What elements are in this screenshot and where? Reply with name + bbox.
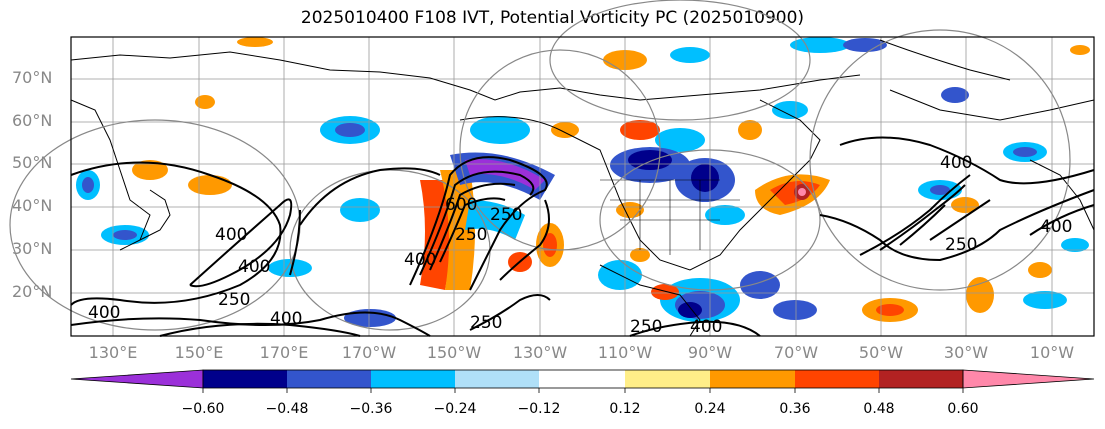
colorbar-tick-label: 0.60 — [947, 401, 979, 417]
colorbar-segment — [203, 370, 287, 388]
latitude-label: 30°N — [12, 239, 53, 258]
longitude-label: 130°E — [88, 343, 138, 362]
colorbar-segment — [795, 370, 879, 388]
contour-label: 400 — [940, 153, 972, 173]
longitude-label: 10°W — [1029, 343, 1075, 362]
contour-label: 250 — [945, 235, 977, 255]
colorbar-tick-label: −0.48 — [265, 401, 309, 417]
longitude-label: 70°W — [773, 343, 819, 362]
contour-label: 250 — [470, 313, 502, 333]
coastlines — [70, 39, 1095, 337]
longitude-label: 50°W — [858, 343, 904, 362]
contour-label: 250 — [455, 225, 487, 245]
colorbar-segment — [625, 370, 710, 388]
contour-labels: 400 400 250 400 400 250 600 250 400 250 … — [88, 153, 1072, 337]
latitude-label: 70°N — [12, 68, 53, 87]
longitude-label: 30°W — [943, 343, 989, 362]
political-borders — [600, 179, 740, 255]
contour-label: 400 — [690, 317, 722, 337]
colorbar-high-extend — [962, 369, 1095, 389]
contour-label: 600 — [445, 195, 477, 215]
map-area: 400 400 250 400 400 250 600 250 400 250 … — [9, 0, 1095, 337]
colorbar-segment — [710, 370, 795, 388]
colorbar-segment — [539, 370, 625, 388]
colorbar — [70, 369, 1095, 393]
colorbar-tick-label: −0.36 — [349, 401, 393, 417]
longitude-label: 130°W — [512, 343, 568, 362]
latitude-label: 20°N — [12, 282, 53, 301]
graticule — [71, 37, 1094, 336]
colorbar-tick-label: 0.24 — [694, 401, 726, 417]
colorbar-segment — [371, 370, 455, 388]
longitude-label: 150°W — [426, 343, 482, 362]
longitude-label: 90°W — [687, 343, 733, 362]
contour-label: 400 — [88, 303, 120, 323]
latitude-label: 60°N — [12, 111, 53, 130]
ivt-contours — [70, 136, 1095, 337]
longitude-label: 110°W — [597, 343, 653, 362]
colorbar-tick-label: −0.60 — [181, 401, 225, 417]
contour-label: 400 — [238, 257, 270, 277]
contour-label: 250 — [490, 205, 522, 225]
longitude-label: 170°W — [341, 343, 397, 362]
colorbar-tick-label: 0.12 — [609, 401, 641, 417]
longitude-label: 170°E — [259, 343, 309, 362]
contour-label: 250 — [218, 290, 250, 310]
colorbar-segment — [879, 370, 963, 388]
colorbar-tick-label: 0.48 — [863, 401, 895, 417]
contour-label: 400 — [215, 225, 247, 245]
map-title: 2025010400 F108 IVT, Potential Vorticity… — [300, 8, 805, 28]
latitude-label: 50°N — [12, 153, 53, 172]
colorbar-low-extend — [70, 369, 204, 389]
contour-label: 400 — [270, 309, 302, 329]
longitude-label: 150°E — [174, 343, 224, 362]
contour-label: 400 — [404, 250, 436, 270]
colorbar-tick-label: 0.36 — [779, 401, 811, 417]
colorbar-segment — [455, 370, 539, 388]
contour-label: 400 — [1040, 217, 1072, 237]
colorbar-tick-label: −0.12 — [517, 401, 561, 417]
contour-label: 250 — [630, 317, 662, 337]
latitude-label: 40°N — [12, 196, 53, 215]
colorbar-tick-label: −0.24 — [433, 401, 477, 417]
colorbar-segment — [287, 370, 371, 388]
